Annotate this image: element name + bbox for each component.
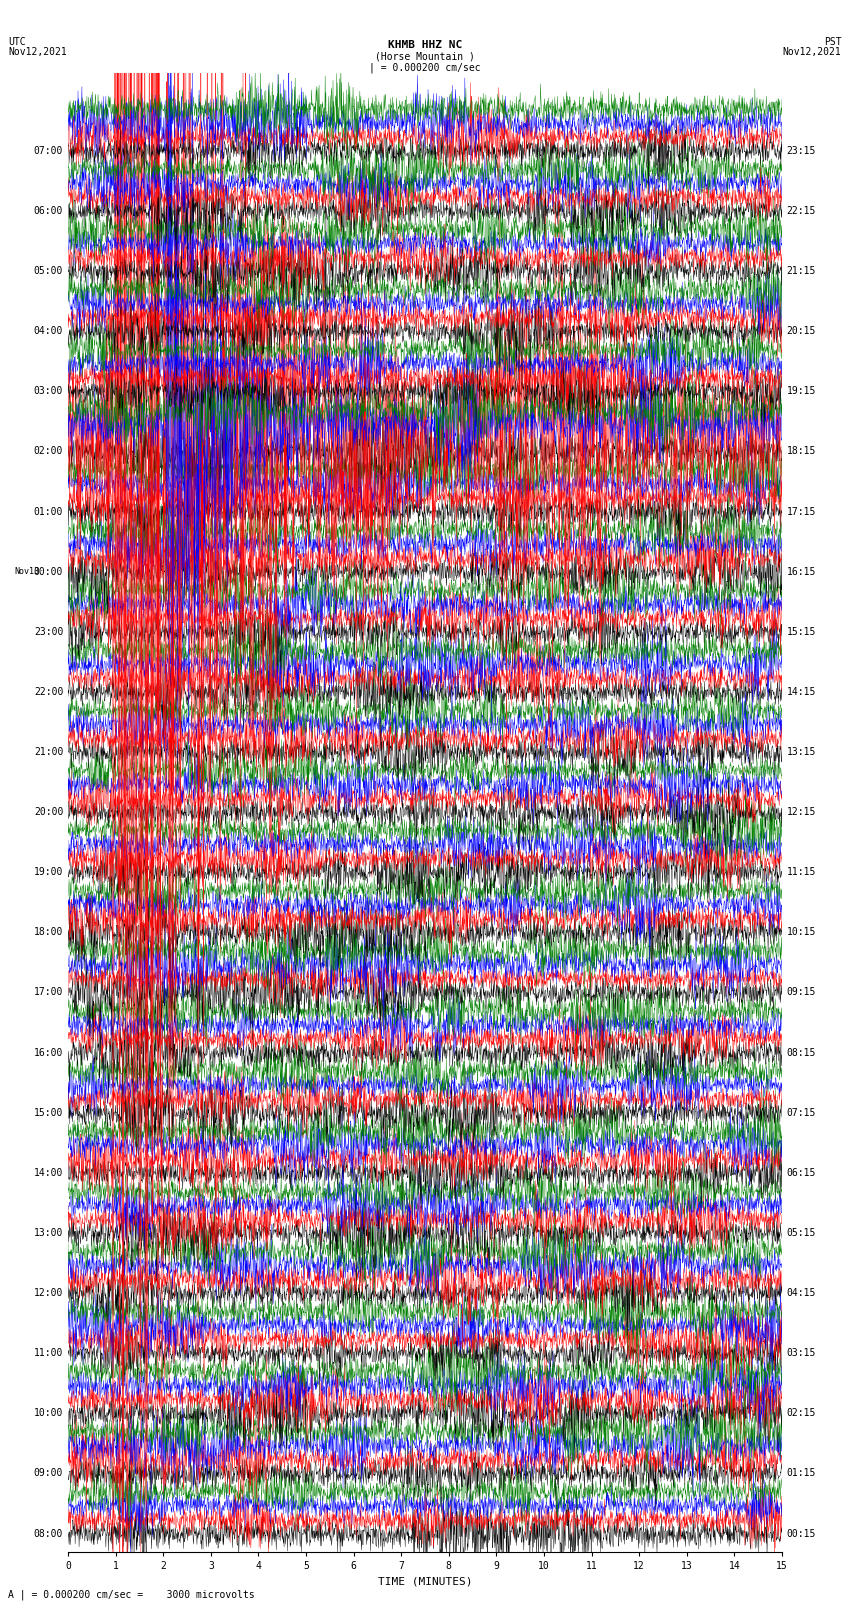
- Text: 21:00: 21:00: [34, 747, 63, 756]
- Text: 03:15: 03:15: [787, 1348, 816, 1358]
- Text: 15:00: 15:00: [34, 1108, 63, 1118]
- Text: 13:00: 13:00: [34, 1227, 63, 1237]
- Text: 17:00: 17:00: [34, 987, 63, 997]
- Text: 08:00: 08:00: [34, 1529, 63, 1539]
- Text: 18:15: 18:15: [787, 447, 816, 456]
- Text: 09:00: 09:00: [34, 1468, 63, 1479]
- Text: 07:15: 07:15: [787, 1108, 816, 1118]
- Text: PST: PST: [824, 37, 842, 47]
- Text: 07:00: 07:00: [34, 145, 63, 156]
- Text: 23:15: 23:15: [787, 145, 816, 156]
- Text: 09:15: 09:15: [787, 987, 816, 997]
- Text: 12:00: 12:00: [34, 1289, 63, 1298]
- Text: 00:15: 00:15: [787, 1529, 816, 1539]
- Text: 10:15: 10:15: [787, 927, 816, 937]
- Text: 08:15: 08:15: [787, 1047, 816, 1058]
- Text: 06:15: 06:15: [787, 1168, 816, 1177]
- Text: 02:00: 02:00: [34, 447, 63, 456]
- Text: KHMB HHZ NC: KHMB HHZ NC: [388, 40, 462, 50]
- Text: 20:00: 20:00: [34, 806, 63, 818]
- Text: 14:00: 14:00: [34, 1168, 63, 1177]
- Text: 12:15: 12:15: [787, 806, 816, 818]
- Text: 00:00: 00:00: [34, 566, 63, 577]
- Text: 04:15: 04:15: [787, 1289, 816, 1298]
- Text: Nov12,2021: Nov12,2021: [8, 47, 67, 56]
- Text: 04:00: 04:00: [34, 326, 63, 336]
- Text: 02:15: 02:15: [787, 1408, 816, 1418]
- Text: Nov13: Nov13: [14, 568, 39, 576]
- Text: 16:00: 16:00: [34, 1047, 63, 1058]
- Text: Nov12,2021: Nov12,2021: [783, 47, 842, 56]
- X-axis label: TIME (MINUTES): TIME (MINUTES): [377, 1576, 473, 1586]
- Text: 13:15: 13:15: [787, 747, 816, 756]
- Text: 06:00: 06:00: [34, 206, 63, 216]
- Text: 18:00: 18:00: [34, 927, 63, 937]
- Text: 01:15: 01:15: [787, 1468, 816, 1479]
- Text: 16:15: 16:15: [787, 566, 816, 577]
- Text: 19:15: 19:15: [787, 387, 816, 397]
- Text: 01:00: 01:00: [34, 506, 63, 516]
- Text: UTC: UTC: [8, 37, 26, 47]
- Text: 05:00: 05:00: [34, 266, 63, 276]
- Text: 17:15: 17:15: [787, 506, 816, 516]
- Text: 22:00: 22:00: [34, 687, 63, 697]
- Text: 21:15: 21:15: [787, 266, 816, 276]
- Text: 23:00: 23:00: [34, 627, 63, 637]
- Text: 05:15: 05:15: [787, 1227, 816, 1237]
- Text: 11:15: 11:15: [787, 868, 816, 877]
- Text: 11:00: 11:00: [34, 1348, 63, 1358]
- Text: 10:00: 10:00: [34, 1408, 63, 1418]
- Text: | = 0.000200 cm/sec: | = 0.000200 cm/sec: [369, 63, 481, 74]
- Text: A | = 0.000200 cm/sec =    3000 microvolts: A | = 0.000200 cm/sec = 3000 microvolts: [8, 1589, 255, 1600]
- Text: 14:15: 14:15: [787, 687, 816, 697]
- Text: 15:15: 15:15: [787, 627, 816, 637]
- Text: 22:15: 22:15: [787, 206, 816, 216]
- Text: (Horse Mountain ): (Horse Mountain ): [375, 52, 475, 61]
- Text: 19:00: 19:00: [34, 868, 63, 877]
- Text: 20:15: 20:15: [787, 326, 816, 336]
- Text: 03:00: 03:00: [34, 387, 63, 397]
